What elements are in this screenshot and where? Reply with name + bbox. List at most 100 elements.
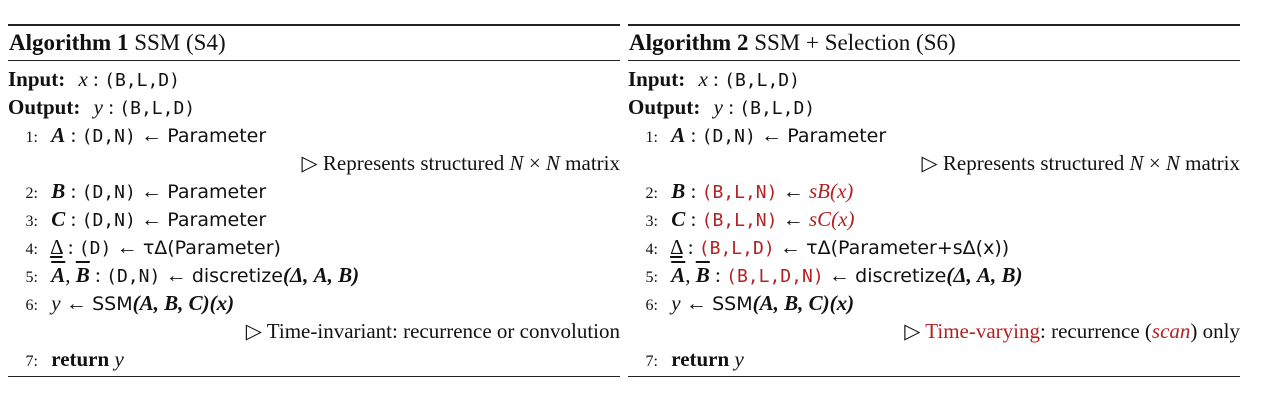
triangle-icon: ▷: [922, 151, 938, 175]
algorithm-label: Algorithm 1: [9, 30, 128, 55]
rhs: τΔ(Parameter+sΔ(x)): [806, 237, 1009, 259]
line-number: 3:: [8, 208, 38, 236]
comment-suffix: matrix: [1185, 151, 1240, 175]
output-label: Output:: [628, 95, 700, 119]
function-name: discretize: [192, 265, 283, 287]
arrow: ←: [780, 235, 801, 259]
arrow: ←: [783, 207, 804, 231]
selection-fn: sB(x): [809, 179, 853, 203]
input-shape: (B,L,D): [724, 70, 800, 91]
step-2: 2: B : (D,N) ← Parameter: [8, 177, 620, 205]
comment-text: : recurrence (: [1040, 319, 1152, 343]
rhs: Parameter: [167, 209, 266, 231]
step-4: 4: Δ : (B,L,D) ← τΔ(Parameter+sΔ(x)): [628, 233, 1240, 261]
comment-suffix: ) only: [1190, 319, 1240, 343]
step-6: 6: y ← SSM(A, B, C)(x): [8, 289, 620, 317]
step-5: 5: A, B : (D,N) ← discretize(Δ, A, B): [8, 261, 620, 289]
shape: (D,N): [82, 210, 136, 231]
shape: (D,N): [702, 126, 756, 147]
step-5: 5: A, B : (B,L,D,N) ← discretize(Δ, A, B…: [628, 261, 1240, 289]
shape: (B,L,D): [699, 238, 775, 259]
step-2: 2: B : (B,L,N) ← sB(x): [628, 177, 1240, 205]
arrow: ←: [761, 123, 782, 147]
algorithm-name: SSM + Selection (S6): [754, 30, 955, 55]
selection-fn: sC(x): [809, 207, 855, 231]
matrix-b-bar: B: [76, 263, 90, 287]
algorithm-1-body: Input: x : (B,L,D) Output: y : (B,L,D) 1…: [8, 61, 620, 373]
comment-highlight: Time-varying: [925, 319, 1040, 343]
input-line: Input: x : (B,L,D): [8, 65, 620, 93]
line-number: 1:: [628, 124, 658, 152]
rhs: Parameter: [167, 181, 266, 203]
comment-suffix: matrix: [565, 151, 620, 175]
n-symbol-2: N: [1166, 151, 1180, 175]
step-1: 1: A : (D,N) ← Parameter: [628, 121, 1240, 149]
n-symbol: N: [510, 151, 524, 175]
output-label: Output:: [8, 95, 80, 119]
comment-text: Represents structured: [943, 151, 1124, 175]
function-args: (Δ, A, B): [283, 263, 359, 287]
shape: (B,L,N): [702, 182, 778, 203]
algorithm-2-body: Input: x : (B,L,D) Output: y : (B,L,D) 1…: [628, 61, 1240, 373]
function-args: (A, B, C)(x): [133, 291, 235, 315]
rhs: Parameter: [167, 125, 266, 147]
shape: (B,L,N): [702, 210, 778, 231]
shape: (D,N): [82, 182, 136, 203]
matrix-b: B: [671, 179, 685, 203]
algorithm-1-title: Algorithm 1 SSM (S4): [8, 26, 620, 60]
line-number: 7:: [8, 348, 38, 376]
shape: (D,N): [106, 266, 160, 287]
output-var: y: [94, 95, 103, 119]
comment-6: ▷ Time-invariant: recurrence or convolut…: [8, 317, 620, 345]
algorithm-1: Algorithm 1 SSM (S4) Input: x : (B,L,D) …: [8, 24, 620, 377]
line-number: 7:: [628, 348, 658, 376]
input-var: x: [78, 67, 87, 91]
rhs: Parameter: [787, 125, 886, 147]
line-number: 6:: [628, 292, 658, 320]
return-keyword: return: [51, 347, 109, 371]
matrix-a-bar: A: [671, 263, 685, 287]
matrix-a: A: [51, 123, 65, 147]
output-var: y: [671, 291, 680, 315]
shape: (D): [79, 238, 112, 259]
matrix-b: B: [51, 179, 65, 203]
delta: Δ: [50, 235, 62, 259]
return-var: y: [114, 347, 123, 371]
line-number: 2:: [8, 180, 38, 208]
function-args: (A, B, C)(x): [753, 291, 855, 315]
arrow: ←: [141, 179, 162, 203]
algorithm-2-title: Algorithm 2 SSM + Selection (S6): [628, 26, 1240, 60]
rhs: τΔ(Parameter): [143, 237, 281, 259]
arrow: ←: [141, 207, 162, 231]
bottom-rule: [8, 376, 620, 377]
function-name: discretize: [855, 265, 946, 287]
arrow: ←: [686, 291, 707, 315]
input-var: x: [698, 67, 707, 91]
output-shape: (B,L,D): [739, 98, 815, 119]
output-line: Output: y : (B,L,D): [8, 93, 620, 121]
step-4: 4: Δ : (D) ← τΔ(Parameter): [8, 233, 620, 261]
function-name: SSM: [92, 293, 133, 315]
arrow: ←: [66, 291, 87, 315]
output-var: y: [51, 291, 60, 315]
step-6: 6: y ← SSM(A, B, C)(x): [628, 289, 1240, 317]
line-number: 4:: [628, 236, 658, 264]
line-number: 4:: [8, 236, 38, 264]
times-symbol: ×: [1149, 151, 1161, 175]
shape: (D,N): [82, 126, 136, 147]
n-symbol: N: [1130, 151, 1144, 175]
arrow: ←: [141, 123, 162, 147]
scan-keyword: scan: [1152, 319, 1191, 343]
algorithm-name: SSM (S4): [134, 30, 225, 55]
function-args: (Δ, A, B): [946, 263, 1022, 287]
matrix-b-bar: B: [696, 263, 710, 287]
line-number: 2:: [628, 180, 658, 208]
matrix-c: C: [671, 207, 685, 231]
line-number: 5:: [628, 264, 658, 292]
matrix-c: C: [51, 207, 65, 231]
line-number: 5:: [8, 264, 38, 292]
matrix-a: A: [671, 123, 685, 147]
output-line: Output: y : (B,L,D): [628, 93, 1240, 121]
step-3: 3: C : (D,N) ← Parameter: [8, 205, 620, 233]
input-label: Input:: [628, 67, 685, 91]
